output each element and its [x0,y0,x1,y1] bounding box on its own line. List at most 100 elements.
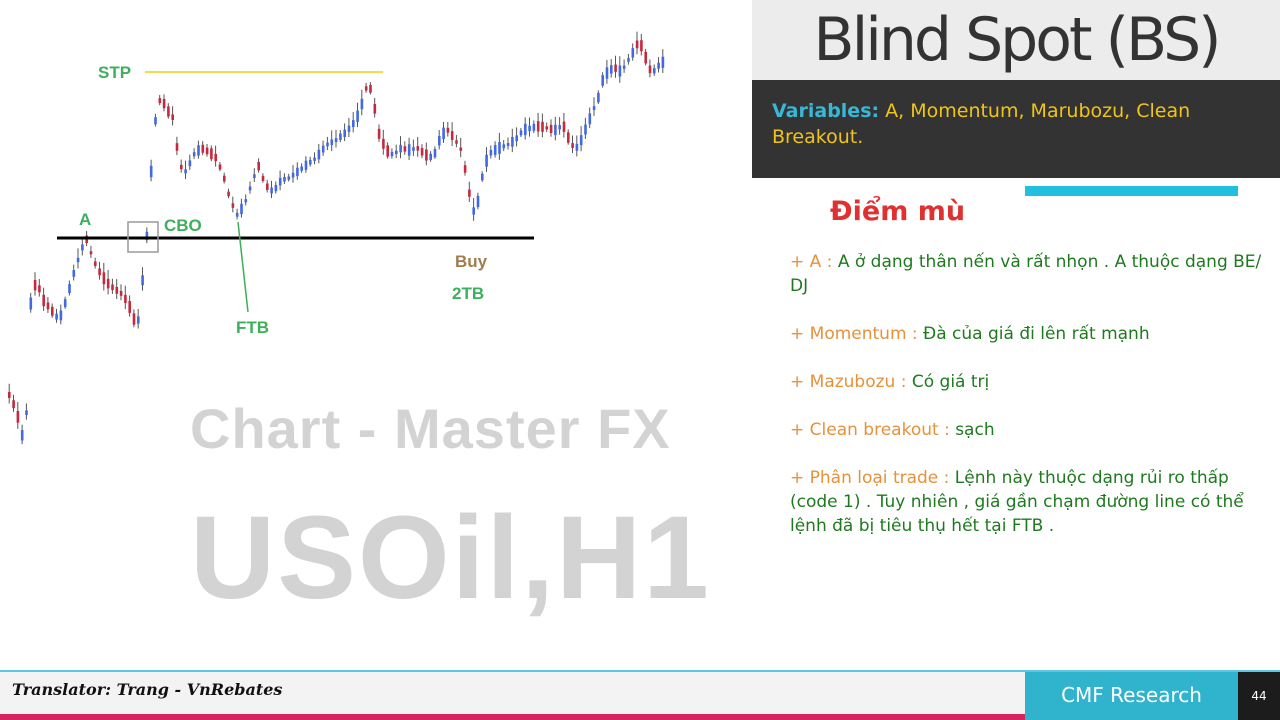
bearish-candle [8,392,11,398]
ftb-pointer-line [237,221,249,313]
bearish-candle [635,40,639,49]
bullish-candle [631,48,635,58]
bearish-candle [106,278,110,289]
bearish-candle [450,131,454,140]
bullish-candle [300,166,303,171]
bearish-candle [549,124,553,134]
bullish-candle [283,176,286,182]
bullish-candle [653,68,656,74]
bullish-candle [296,167,299,177]
variables-box: Variables: A, Momentum, Marubozu, Clean … [752,80,1280,178]
bullish-candle [309,159,312,165]
bullish-candle [192,152,196,157]
bullish-candle [248,186,252,191]
bullish-candle [429,153,432,160]
note-value: Đà của giá đi lên rất mạnh [923,324,1150,344]
bullish-candle [575,143,579,151]
bearish-candle [455,140,458,144]
bearish-candle [175,143,179,151]
slide-title: Blind Spot (BS) [813,5,1221,75]
bullish-candle [25,410,28,415]
bullish-candle [395,150,398,155]
note-value: A ở dạng thân nến và rất nhọn . A thuộc … [790,252,1262,296]
note-value: Có giá trị [911,372,990,392]
section-title: Điểm mù [830,196,966,227]
note-key: + Mazubozu : [790,372,912,392]
bullish-candle [188,160,192,167]
note-momentum: + Momentum : Đà của giá đi lên rất mạnh [790,322,1270,346]
bearish-candle [416,146,420,151]
bullish-candle [360,98,364,110]
bullish-candle [618,65,622,77]
bearish-candle [162,98,166,109]
bullish-candle [343,129,346,137]
bullish-candle [472,207,475,215]
variables-label: Variables: [772,100,880,122]
bullish-candle [20,430,24,441]
bearish-candle [257,161,260,171]
bullish-candle [485,154,488,167]
bullish-candle [519,130,523,136]
bearish-candle [89,251,93,255]
footer-bottom-line [0,714,1025,720]
notes-list: + A : A ở dạng thân nến và rất nhọn . A … [790,250,1270,562]
note-key: + Momentum : [790,324,924,344]
bearish-candle [536,121,540,132]
bearish-candle [214,153,217,162]
a-label: A [79,210,92,229]
bullish-candle [304,160,308,170]
bearish-candle [205,147,209,155]
bearish-candle [180,164,183,170]
bearish-candle [463,165,467,173]
bearish-candle [468,189,471,197]
brand-label: CMF Research [1025,672,1238,720]
bullish-candle [68,284,71,294]
bullish-candle [81,244,84,251]
bullish-candle [489,150,493,156]
cbo-box [127,221,159,253]
bullish-candle [579,135,583,146]
bearish-candle [167,106,170,117]
bearish-candle [94,261,97,266]
bearish-candle [377,128,381,139]
bullish-candle [532,123,536,131]
bullish-candle [605,67,609,79]
bullish-candle [330,139,334,145]
bullish-candle [476,195,480,208]
note-key: + Phân loại trade : [790,468,955,488]
note-mazubozu: + Mazubozu : Có giá trị [790,370,1270,394]
bearish-candle [102,272,106,285]
bearish-candle [119,291,123,296]
bearish-candle [459,147,463,151]
bearish-candle [33,279,37,291]
price-chart: Chart - Master FX USOil,H1 STP A CBO FTB… [8,31,709,624]
bullish-candle [584,124,587,135]
bearish-candle [446,127,450,133]
note-key: + A : [790,252,838,272]
bullish-candle [438,136,441,146]
bearish-candle [266,183,269,190]
bearish-candle [640,40,643,52]
bearish-candle [223,175,226,182]
bullish-candle [63,299,67,308]
bearish-candle [158,98,162,104]
bullish-candle [558,125,561,130]
bearish-candle [571,143,574,148]
buy-label: Buy [455,252,488,271]
bullish-candle [524,123,527,136]
bearish-candle [128,301,131,313]
bearish-candle [614,64,617,72]
bullish-candle [511,137,514,147]
bearish-candle [42,294,45,307]
footer [0,672,1025,714]
bearish-candle [567,132,570,143]
bullish-candle [498,142,501,154]
bullish-candle [141,275,144,286]
candles-group [8,31,665,445]
bullish-candle [502,144,506,149]
bullish-candle [554,124,557,136]
bearish-candle [46,302,50,310]
bearish-candle [124,294,127,304]
stp-label: STP [98,63,132,82]
bullish-candle [240,203,243,215]
